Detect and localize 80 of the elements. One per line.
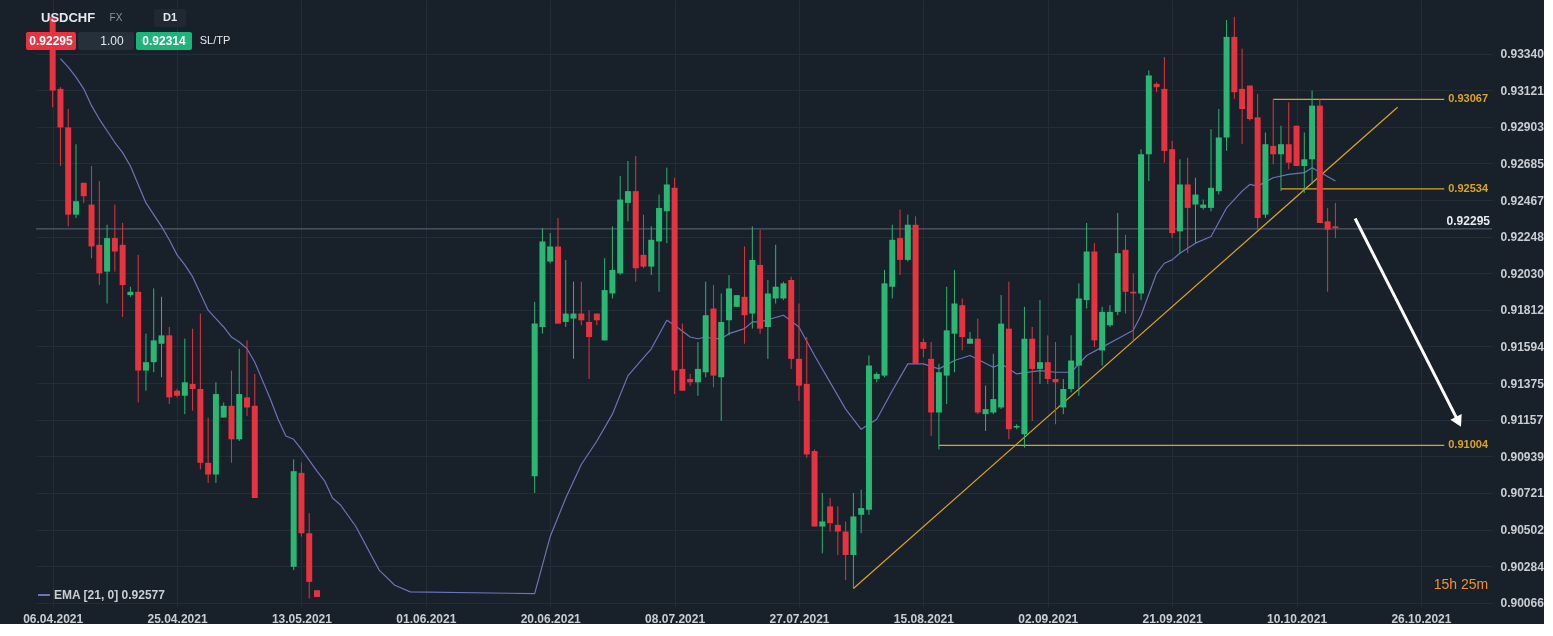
y-tick-label: 0.92467 [1500, 193, 1545, 208]
x-tick-label: 08.07.2021 [645, 611, 706, 626]
annotation: 15h 25m [1433, 576, 1489, 592]
y-tick-label: 0.90939 [1500, 449, 1545, 464]
y-tick-label: 0.90066 [1500, 596, 1545, 611]
candlestick [586, 309, 593, 380]
candlestick [570, 281, 577, 360]
y-tick-label: 0.93121 [1500, 83, 1545, 98]
candlestick [205, 417, 212, 484]
candlestick [1044, 334, 1051, 385]
candlestick [578, 281, 585, 326]
candlestick [1184, 157, 1191, 254]
candlestick [562, 259, 569, 328]
candlestick [244, 339, 251, 417]
candlestick [150, 287, 157, 373]
annotation: FX [109, 12, 123, 23]
x-tick-label: 15.08.2021 [893, 611, 955, 626]
candlestick [1036, 299, 1043, 385]
y-tick-label: 0.92248 [1500, 230, 1545, 245]
candlestick [624, 160, 631, 222]
candlestick [897, 209, 904, 276]
candlestick [967, 331, 974, 345]
data-label: 0.92534 [1448, 181, 1489, 194]
candlestick [694, 341, 701, 397]
candlestick [1301, 131, 1308, 194]
candlestick [158, 296, 165, 378]
candlestick [111, 204, 118, 273]
candlestick [72, 143, 79, 219]
candlestick [1270, 98, 1277, 165]
candlestick [842, 520, 849, 581]
candlestick [1239, 48, 1246, 145]
candlestick [834, 505, 841, 556]
y-tick-label: 0.90284 [1500, 559, 1545, 574]
annotation: SL/TP [199, 34, 231, 46]
candlestick [640, 214, 647, 269]
annotation: 0.92314 [142, 34, 187, 48]
data-label: 0.93067 [1448, 92, 1489, 105]
candlestick [181, 338, 188, 415]
candlestick [1285, 101, 1292, 170]
y-tick-label: 0.91594 [1500, 339, 1545, 354]
x-tick-label: 06.04.2021 [23, 611, 84, 626]
candlestick [819, 492, 826, 554]
y-tick-label: 0.92030 [1500, 266, 1545, 281]
candlestick [858, 489, 865, 534]
candlestick [827, 497, 834, 533]
candlestick [1106, 304, 1113, 328]
candlestick [1208, 128, 1215, 212]
annotation: D1 [162, 11, 178, 23]
x-tick-label: 10.10.2021 [1267, 611, 1328, 626]
candlestick [1277, 125, 1284, 192]
y-tick-label: 0.92685 [1500, 156, 1545, 171]
x-tick-label: 13.05.2021 [271, 611, 333, 626]
x-tick-label: 21.09.2021 [1142, 611, 1203, 626]
legend-label: EMA [21, 0] 0.92577 [54, 588, 166, 602]
candlestick [142, 333, 149, 392]
y-tick-label: 0.92903 [1500, 120, 1545, 135]
y-tick-label: 0.93340 [1500, 47, 1545, 62]
candlestick [741, 245, 748, 345]
y-tick-label: 0.91157 [1500, 413, 1544, 428]
candlestick [1192, 177, 1199, 244]
candlestick [687, 373, 694, 387]
candlestick [547, 232, 554, 264]
x-tick-label: 02.09.2021 [1018, 611, 1079, 626]
annotation: 1.00 [100, 34, 124, 48]
data-label: 0.91004 [1448, 438, 1489, 451]
x-tick-label: 27.07.2021 [769, 611, 830, 626]
x-tick-label: 20.06.2021 [520, 611, 582, 626]
x-tick-label: 01.06.2021 [396, 611, 457, 626]
annotation: 0.92295 [29, 34, 74, 48]
x-tick-label: 26.10.2021 [1391, 611, 1452, 626]
candlestick [1060, 378, 1067, 415]
ref-line-label: 0.92295 [1446, 213, 1491, 228]
candlestick [1052, 341, 1059, 425]
candlestick [189, 328, 196, 412]
y-tick-label: 0.90502 [1500, 523, 1545, 538]
y-tick-label: 0.91375 [1500, 376, 1545, 391]
y-tick-label: 0.90721 [1500, 486, 1545, 501]
text: USDCHF [41, 10, 96, 25]
x-tick-label: 25.04.2021 [147, 611, 208, 626]
y-tick-label: 0.91812 [1500, 303, 1545, 318]
